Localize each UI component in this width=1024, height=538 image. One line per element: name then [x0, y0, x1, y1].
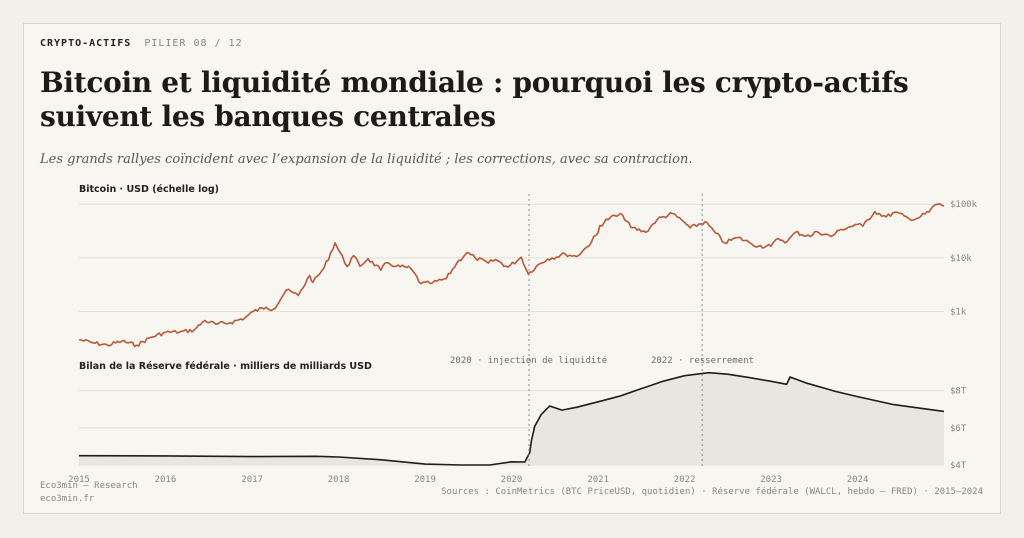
category-label: CRYPTO-ACTIFS: [40, 38, 132, 49]
xtick-label: 2016: [155, 475, 177, 485]
btc-ytick-label: $1k: [950, 308, 967, 318]
btc-line: [78, 203, 945, 348]
footer-credit: Eco3min — Research eco3min.fr: [40, 480, 138, 506]
xtick-label: 2024: [847, 475, 869, 485]
fed-ytick-label: $4T: [950, 461, 967, 471]
btc-ytick-label: $100k: [950, 200, 978, 210]
page-title: Bitcoin et liquidité mondiale : pourquoi…: [40, 66, 909, 133]
xtick-label: 2019: [414, 475, 436, 485]
kicker: CRYPTO-ACTIFS PILIER 08 / 12: [40, 38, 243, 49]
xtick-label: 2022: [674, 475, 696, 485]
fed-ytick-label: $6T: [950, 424, 967, 434]
xtick-label: 2021: [587, 475, 609, 485]
footer-sources: Sources : CoinMetrics (BTC PriceUSD, quo…: [441, 487, 983, 497]
xtick-label: 2023: [760, 475, 782, 485]
annotation-label: 2022 · resserrement: [651, 356, 754, 366]
xtick-label: 2018: [328, 475, 350, 485]
footer-research: Eco3min — Research: [40, 481, 138, 491]
footer-site: eco3min.fr: [40, 494, 95, 504]
btc-ytick-label: $10k: [950, 254, 972, 264]
xtick-label: 2017: [241, 475, 263, 485]
fed-area: [79, 372, 944, 465]
annotation-label: 2020 · injection de liquidité: [450, 355, 607, 366]
fed-line: [78, 371, 945, 466]
pillar-label: PILIER 08 / 12: [144, 38, 243, 49]
xtick-label: 2015: [68, 475, 90, 485]
btc-panel-title: Bitcoin · USD (échelle log): [79, 184, 219, 195]
page-subtitle: Les grands rallyes coïncident avec l’exp…: [40, 152, 693, 167]
fed-ytick-label: $8T: [950, 387, 967, 397]
fed-panel-title: Bilan de la Réserve fédérale · milliers …: [79, 361, 372, 372]
xtick-label: 2020: [501, 475, 523, 485]
